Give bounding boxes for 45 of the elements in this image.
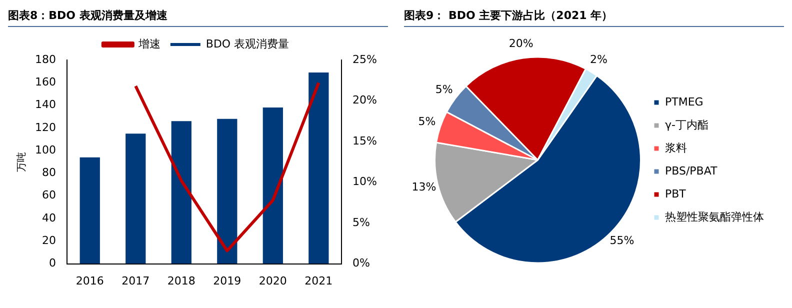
y-tick-label: 100	[34, 143, 56, 156]
y2-tick-label: 0%	[352, 256, 370, 270]
y2-tick-label: 20%	[352, 94, 378, 107]
y-tick-label: 120	[34, 120, 56, 134]
y-axis-title: 万吨	[16, 152, 28, 172]
legend-label: PBT	[665, 187, 686, 200]
y2-tick-label: 25%	[352, 52, 378, 66]
y-tick-label: 180	[34, 52, 56, 66]
y-tick-label: 20	[42, 234, 56, 248]
x-tick-label: 2021	[304, 274, 333, 288]
legend-label: 增速	[137, 37, 160, 50]
y-tick-label: 0	[48, 256, 56, 270]
bar	[217, 118, 238, 264]
chart-title: 图表8：BDO 表观消费量及增速	[8, 8, 388, 27]
x-tick-label: 2017	[122, 274, 150, 288]
data-label: 55%	[610, 234, 634, 248]
legend-label: 浆料	[665, 141, 687, 154]
y2-tick-label: 15%	[352, 134, 378, 148]
legend-label: BDO 表观消费量	[206, 37, 290, 50]
y-tick-label: 80	[42, 166, 56, 180]
legend-label: PBS/PBAT	[665, 164, 718, 178]
data-label: 5%	[435, 82, 453, 96]
chart-title: 图表9： BDO 主要下游占比（2021 年）	[404, 8, 784, 27]
y2-tick-label: 10%	[352, 175, 378, 188]
data-label: 20%	[508, 37, 534, 50]
legend-label: 热塑性聚氨酯弹性体	[665, 210, 764, 224]
legend-label: γ-丁内酯	[665, 118, 708, 132]
data-label: 13%	[412, 180, 436, 194]
y2-tick-label: 5%	[352, 216, 370, 229]
bar	[80, 157, 100, 264]
bar	[308, 72, 329, 264]
x-tick-label: 2019	[213, 274, 242, 288]
x-tick-label: 2018	[167, 274, 196, 288]
data-label: 5%	[418, 115, 436, 128]
x-tick-label: 2020	[258, 274, 287, 288]
y-tick-label: 140	[34, 98, 56, 112]
bar	[171, 121, 192, 264]
y-tick-label: 40	[42, 211, 56, 224]
y-tick-label: 60	[42, 188, 56, 202]
bar	[262, 108, 283, 264]
data-label: 2%	[590, 52, 608, 66]
x-tick-label: 2016	[76, 274, 104, 288]
y-tick-label: 160	[34, 76, 56, 89]
bar	[126, 134, 146, 264]
legend-label: PTMEG	[665, 95, 704, 108]
